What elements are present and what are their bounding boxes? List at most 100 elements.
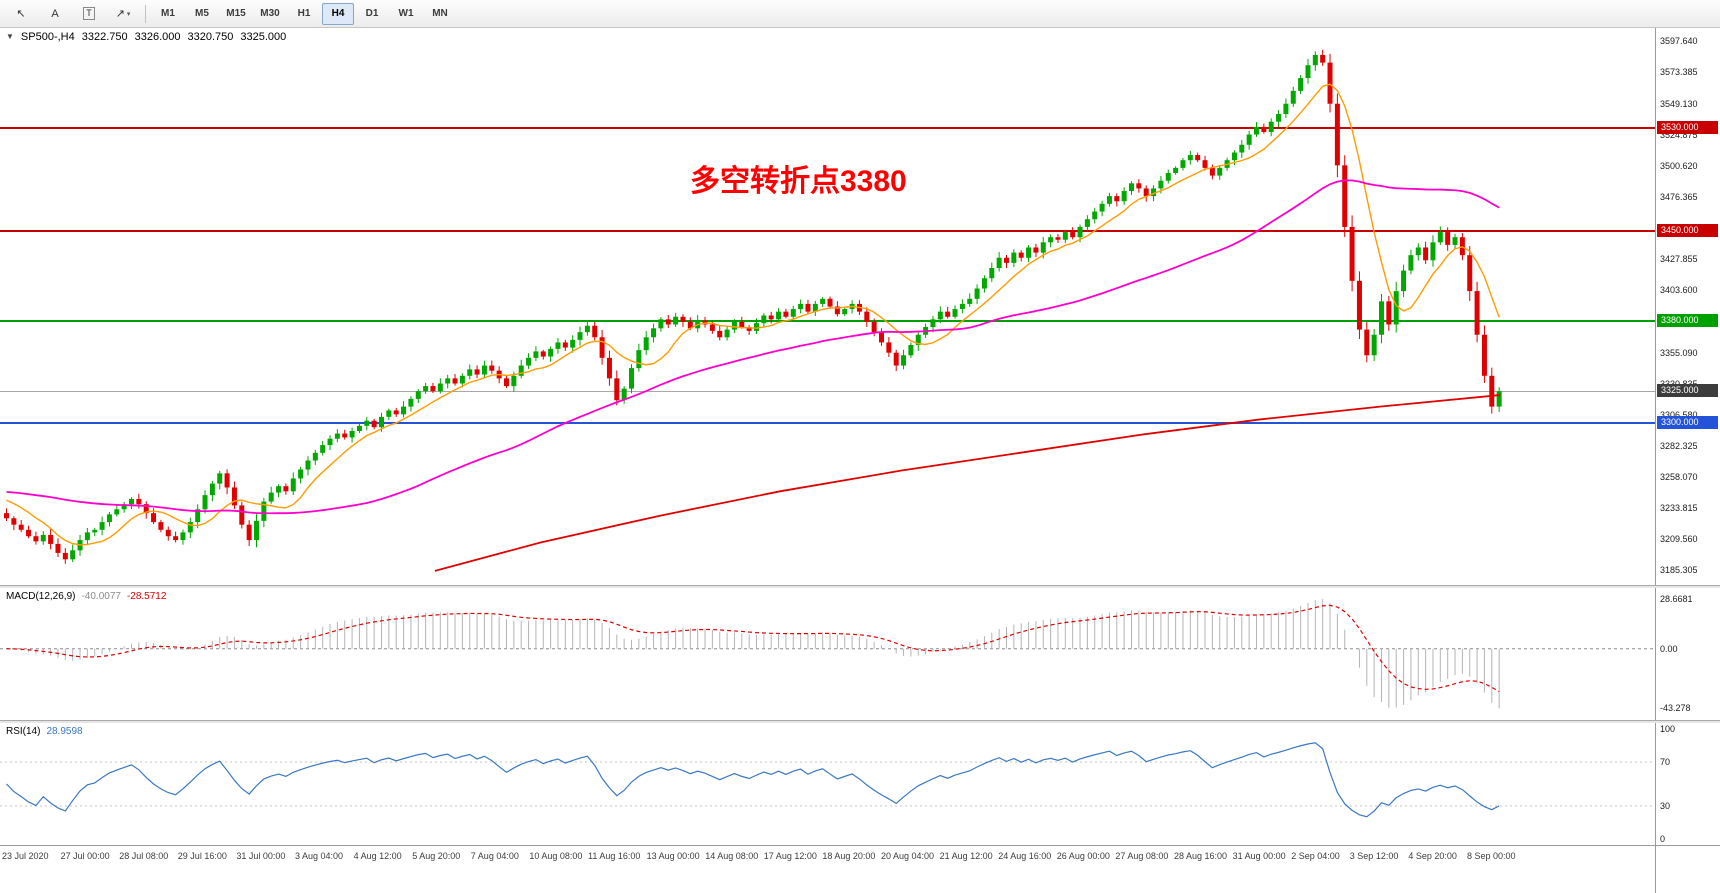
price-axis-separator — [1655, 28, 1656, 893]
time-axis-label: 27 Aug 08:00 — [1115, 851, 1169, 861]
macd-histogram — [13, 598, 1500, 709]
rsi-axis-label: 30 — [1660, 801, 1671, 811]
time-axis-label: 5 Aug 20:00 — [412, 851, 461, 861]
price-axis-label: 3524.875 — [1660, 129, 1698, 140]
main-chart-panel[interactable]: ▼ SP500-,H4 3322.750 3326.000 3320.750 3… — [0, 28, 1720, 585]
symbol-marker-icon[interactable]: ▼ — [6, 32, 14, 41]
time-axis-label: 28 Aug 16:00 — [1174, 851, 1228, 861]
time-axis[interactable]: 23 Jul 2020 27 Jul 00:00 28 Jul 08:00 29 Ju… — [0, 845, 1720, 893]
price-axis-label: 3258.070 — [1660, 472, 1698, 483]
time-axis-label: 26 Aug 00:00 — [1056, 851, 1110, 861]
level-price-badge[interactable]: 3530.000 — [1657, 121, 1718, 135]
macd-main-value: -40.0077 — [81, 591, 121, 602]
price-axis-label: 3427.855 — [1660, 254, 1698, 265]
macd-header: MACD(12,26,9) -40.0077 -28.5712 — [6, 591, 166, 602]
hline-3450[interactable] — [0, 229, 1655, 232]
price-axis-label: 3306.580 — [1660, 409, 1698, 420]
time-axis-label: 10 Aug 08:00 — [529, 851, 583, 861]
rsi-value: 28.9598 — [46, 726, 83, 737]
level-price-badge[interactable]: 3300.000 — [1657, 416, 1718, 430]
hline-3530[interactable] — [0, 127, 1655, 130]
timeframe-button-d1[interactable]: D1 — [365, 8, 379, 19]
price-axis-label: 3573.385 — [1660, 67, 1698, 78]
price-axis-label: 3597.640 — [1660, 36, 1698, 47]
quote-close: 3325.000 — [240, 31, 287, 43]
timeframe-button-mn[interactable]: MN — [432, 8, 448, 19]
ma-mid-line — [6, 179, 1500, 515]
time-axis-label: 21 Aug 12:00 — [939, 851, 993, 861]
price-axis-label: 3233.815 — [1660, 503, 1698, 514]
time-axis-label: 7 Aug 04:00 — [470, 851, 519, 861]
time-axis-label: 27 Jul 00:00 — [60, 851, 110, 861]
cursor-tool-button[interactable]: ↖ — [5, 3, 37, 25]
time-axis-label: 17 Aug 12:00 — [763, 851, 817, 861]
timeframe-button-w1[interactable]: W1 — [398, 8, 414, 19]
timeframe-button-h4[interactable]: H4 — [322, 2, 354, 25]
time-axis-label: 29 Jul 16:00 — [177, 851, 227, 861]
symbol-label: SP500-,H4 — [20, 31, 75, 43]
price-axis-label: 3185.305 — [1660, 565, 1698, 576]
hline-3380[interactable] — [0, 319, 1655, 322]
rsi-axis-label: 0 — [1660, 834, 1666, 844]
rsi-axis-label: 70 — [1660, 757, 1671, 767]
quote-open: 3322.750 — [81, 31, 128, 43]
time-axis-label: 23 Jul 2020 — [2, 851, 49, 861]
macd-title: MACD(12,26,9) — [6, 591, 76, 602]
rsi-title: RSI(14) — [6, 726, 41, 737]
toolbar-separator — [145, 4, 146, 23]
time-axis-label: 14 Aug 08:00 — [705, 851, 759, 861]
text-annotation[interactable]: 多空转折点3380 — [690, 165, 907, 198]
level-price-badge[interactable]: 3380.000 — [1657, 313, 1718, 327]
rsi-panel[interactable]: RSI(14) 28.9598 100 70 30 0 — [0, 723, 1720, 845]
panel-splitter[interactable] — [0, 585, 1720, 588]
timeframe-button-h1[interactable]: H1 — [297, 8, 311, 19]
text-tool-icon: A — [51, 7, 59, 20]
timeframe-button-m5[interactable]: M5 — [195, 8, 209, 19]
cursor-tool-icon: ↖ — [16, 8, 26, 20]
candlestick-series — [4, 49, 1502, 564]
time-axis-label: 4 Sep 20:00 — [1408, 851, 1457, 861]
panel-splitter[interactable] — [0, 720, 1720, 723]
time-axis-label: 3 Aug 04:00 — [295, 851, 344, 861]
time-axis-label: 31 Jul 00:00 — [236, 851, 286, 861]
quote-header: ▼ SP500-,H4 3322.750 3326.000 3320.750 3… — [6, 31, 286, 43]
price-axis-label: 3500.620 — [1660, 160, 1698, 171]
toolbar: ↖ A T ↗ ▾ M1 M5 M15 M30 H1 H4 D1 W1 MN — [0, 0, 1720, 28]
hline-3300[interactable] — [0, 422, 1655, 425]
quote-high: 3326.000 — [134, 31, 181, 43]
price-axis-label: 3209.560 — [1660, 534, 1698, 545]
shapes-tool-button[interactable]: ↗ ▾ — [107, 3, 139, 25]
time-axis-label: 11 Aug 16:00 — [588, 851, 641, 861]
timeframe-button-m1[interactable]: M1 — [161, 8, 175, 19]
text-tool-button[interactable]: A — [39, 3, 71, 25]
price-axis-label: 3476.365 — [1660, 191, 1698, 202]
bid-line-3325[interactable] — [0, 390, 1655, 392]
price-axis-label: 3403.600 — [1660, 285, 1698, 296]
bid-price-badge: 3325.000 — [1657, 384, 1718, 398]
macd-signal-value: -28.5712 — [126, 591, 167, 602]
level-price-badge[interactable]: 3450.000 — [1657, 223, 1718, 237]
price-axis-label: 3282.325 — [1660, 440, 1698, 451]
time-axis-label: 20 Aug 04:00 — [881, 851, 935, 861]
timeframe-button-m30[interactable]: M30 — [260, 8, 280, 19]
shapes-tool-icon: ↗ — [115, 8, 125, 20]
label-tool-icon: T — [83, 7, 95, 20]
rsi-canvas — [0, 742, 1655, 818]
price-axis-label: 3330.835 — [1660, 379, 1698, 389]
price-axis-label: 3355.090 — [1660, 347, 1698, 358]
timeframe-button-m15[interactable]: M15 — [226, 8, 246, 19]
label-tool-button[interactable]: T — [73, 3, 105, 25]
time-axis-label: 13 Aug 00:00 — [646, 851, 700, 861]
rsi-header: RSI(14) 28.9598 — [6, 726, 83, 737]
macd-axis-label: 0.00 — [1660, 643, 1678, 654]
macd-canvas — [0, 598, 1655, 709]
main-chart-canvas[interactable] — [0, 28, 1655, 585]
time-axis-label: 28 Jul 08:00 — [119, 851, 169, 861]
time-axis-label: 4 Aug 12:00 — [353, 851, 402, 861]
price-axis-label: 3549.130 — [1660, 98, 1698, 109]
macd-panel[interactable]: MACD(12,26,9) -40.0077 -28.5712 28.6681 0… — [0, 588, 1720, 720]
rsi-line — [6, 742, 1500, 818]
time-axis-label: 2 Sep 04:00 — [1291, 851, 1340, 861]
macd-axis-label: 28.6681 — [1660, 593, 1693, 604]
time-axis-label: 24 Aug 16:00 — [998, 851, 1052, 861]
